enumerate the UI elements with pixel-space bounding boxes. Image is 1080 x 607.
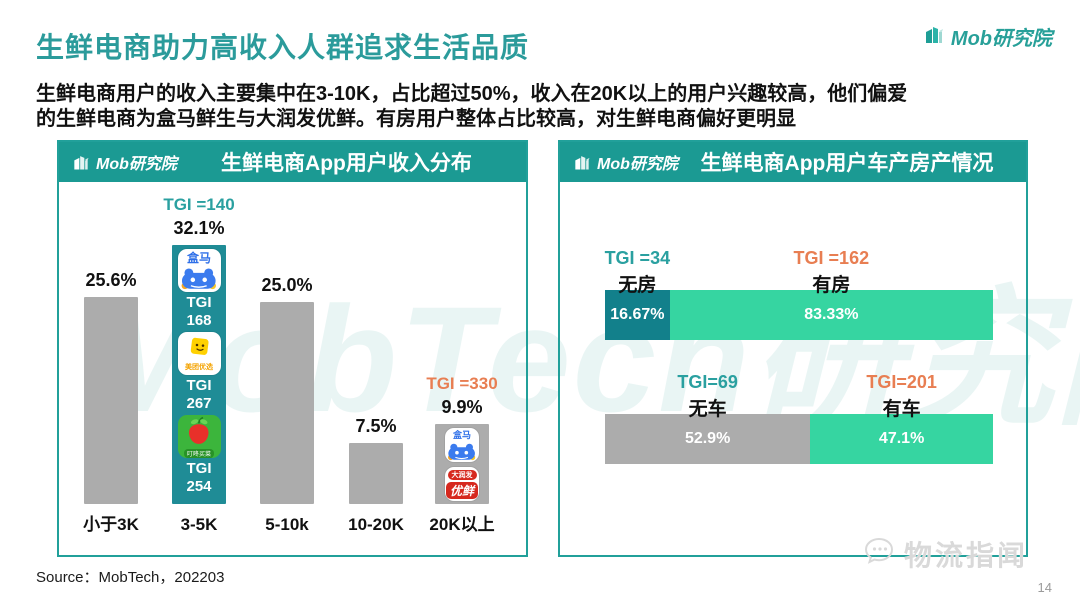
bar-app-stack: 盒马 TGI 168 美团优选 TGI 267 叮咚买菜 TGI 254 xyxy=(172,245,226,504)
income-bar-chart: 25.6% 小于3K 盒马 TGI 168 美团优选 TGI 267 叮咚买菜 TGI 254 32.… xyxy=(59,182,526,555)
bar-category-label: 3-5K xyxy=(180,515,218,534)
bar-tgi-label: TGI =140 xyxy=(163,195,235,214)
tgi-inline-label: TGI 168 xyxy=(186,294,212,329)
income-panel-header: Mob研究院 生鲜电商App用户收入分布 xyxy=(59,142,526,182)
page-number: 14 xyxy=(1037,580,1052,595)
income-bar: 盒马 大润发 优鲜 xyxy=(435,424,489,504)
meituan-youxuan-icon: 美团优选 xyxy=(177,332,221,375)
income-panel: Mob研究院 生鲜电商App用户收入分布 25.6% 小于3K 盒马 TGI 168 美团… xyxy=(57,140,528,557)
logistics-watermark-text: 物流指闻 xyxy=(904,540,1029,571)
brand-text: Mob研究院 xyxy=(950,28,1052,50)
panel-logo: Mob研究院 xyxy=(572,150,678,174)
mob-building-icon xyxy=(74,156,89,170)
tgi-inline-label: TGI 267 xyxy=(186,377,212,412)
logistics-watermark: 物流指闻 xyxy=(862,534,1028,574)
intro-paragraph: 生鲜电商用户的收入主要集中在3-10K，占比超过50%，收入在20K以上的用户兴… xyxy=(36,82,1048,132)
segment-value-label: 16.67% xyxy=(610,306,665,323)
intro-line-1: 生鲜电商用户的收入主要集中在3-10K，占比超过50%，收入在20K以上的用户兴… xyxy=(36,83,908,105)
bar-tgi-label: TGI =330 xyxy=(426,374,498,393)
intro-line-2: 的生鲜电商为盒马鲜生与大润发优鲜。有房用户整体占比较高，对生鲜电商偏好更明显 xyxy=(36,108,796,130)
brand-logo: Mob研究院 xyxy=(922,22,1052,51)
asset-bar-segment: 52.9% xyxy=(605,414,811,464)
bar-value-label: 25.0% xyxy=(261,275,313,295)
page-title: 生鲜电商助力高收入人群追求生活品质 xyxy=(36,32,530,63)
hema-icon: 盒马 xyxy=(445,428,479,462)
asset-bar: 16.67% 83.33% xyxy=(605,290,993,340)
asset-bar: 52.9% 47.1% xyxy=(605,414,993,464)
segment-value-label: 83.33% xyxy=(804,306,859,323)
asset-bar-segment: 47.1% xyxy=(810,414,993,464)
segment-name-label: 无房 xyxy=(618,275,657,296)
segment-value-label: 47.1% xyxy=(878,430,925,447)
bar-category-label: 5-10k xyxy=(265,515,309,534)
asset-panel: Mob研究院 生鲜电商App用户车产房产情况 16.67% 83.33% TGI =… xyxy=(558,140,1028,557)
asset-bar-segment: 83.33% xyxy=(669,290,993,340)
income-panel-title: 生鲜电商App用户收入分布 xyxy=(221,152,472,175)
asset-stacked-chart: 16.67% 83.33% TGI =34 无房 TGI =162 有房 52.9% 47.1… xyxy=(560,182,1026,555)
bar-value-label: 9.9% xyxy=(441,397,483,417)
tgi-inline-label: TGI 254 xyxy=(186,460,212,495)
asset-bar-segment: 16.67% xyxy=(605,290,670,340)
hema-icon: 盒马 xyxy=(177,249,221,292)
panel-logo-text: Mob研究院 xyxy=(96,156,177,173)
bar-category-label: 小于3K xyxy=(83,515,139,534)
bar-category-label: 10-20K xyxy=(348,515,404,534)
segment-value-label: 52.9% xyxy=(684,430,731,447)
darunfa-youxian-icon: 大润发 优鲜 xyxy=(445,467,479,501)
mob-building-icon xyxy=(922,22,946,51)
income-bar xyxy=(349,443,403,504)
bar-app-stack: 盒马 大润发 优鲜 xyxy=(435,424,489,504)
mob-building-icon xyxy=(575,156,590,170)
source-note: Source：MobTech，202203 xyxy=(36,569,225,586)
bar-category-label: 20K以上 xyxy=(429,515,495,534)
income-bar xyxy=(260,302,314,504)
dingdong-maicai-icon: 叮咚买菜 xyxy=(177,415,221,458)
segment-name-label: 有房 xyxy=(812,275,851,296)
asset-panel-title: 生鲜电商App用户车产房产情况 xyxy=(700,152,994,175)
bar-value-label: 7.5% xyxy=(355,416,397,436)
panel-logo-text: Mob研究院 xyxy=(597,156,678,173)
panel-logo: Mob研究院 xyxy=(71,150,177,174)
segment-name-label: 有车 xyxy=(882,399,921,420)
segment-tgi-label: TGI=69 xyxy=(677,372,738,392)
segment-tgi-label: TGI=201 xyxy=(866,372,937,392)
bar-value-label: 32.1% xyxy=(173,218,225,238)
bar-value-label: 25.6% xyxy=(85,270,137,290)
segment-tgi-label: TGI =34 xyxy=(604,248,671,268)
asset-panel-header: Mob研究院 生鲜电商App用户车产房产情况 xyxy=(560,142,1026,182)
chat-bubble-icon xyxy=(862,536,898,573)
income-bar xyxy=(84,297,138,504)
segment-name-label: 无车 xyxy=(688,399,727,420)
income-bar: 盒马 TGI 168 美团优选 TGI 267 叮咚买菜 TGI 254 xyxy=(172,245,226,504)
segment-tgi-label: TGI =162 xyxy=(793,248,870,268)
